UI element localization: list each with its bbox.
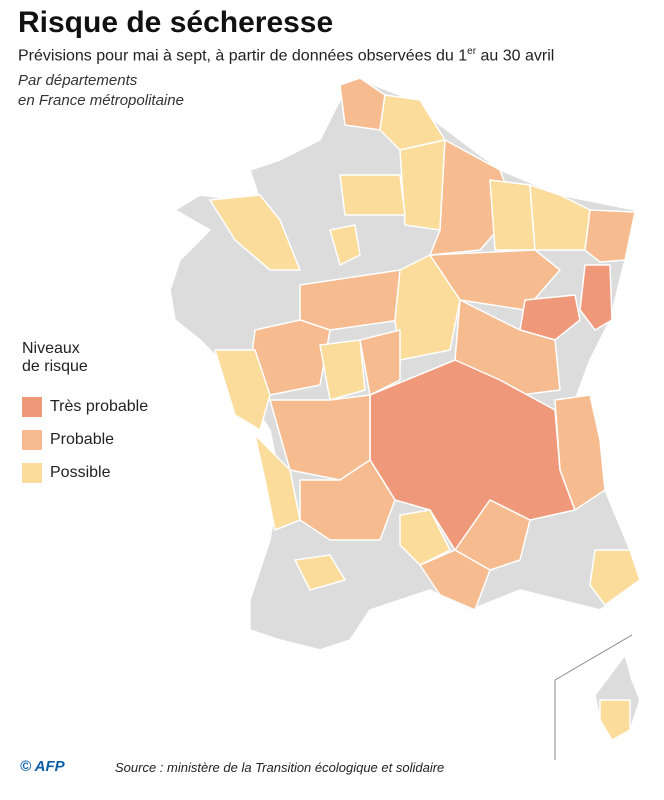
legend: Niveaux de risque Très probable Probable P… <box>22 340 148 489</box>
department <box>254 434 301 531</box>
department <box>529 184 591 251</box>
subtitle: Prévisions pour mai à sept, à partir de … <box>18 46 554 65</box>
title: Risque de sécheresse <box>18 6 334 39</box>
source: Source : ministère de la Transition écol… <box>115 760 445 775</box>
department <box>554 394 606 511</box>
subtitle-sup: er <box>467 46 477 57</box>
legend-swatch <box>22 462 42 483</box>
subtitle-text: au 30 avril <box>476 47 555 65</box>
note: en France métropolitaine <box>18 92 184 109</box>
department <box>399 139 446 231</box>
department <box>399 509 451 566</box>
departments <box>209 77 641 741</box>
department <box>584 209 636 263</box>
department <box>519 294 581 341</box>
department <box>319 339 366 401</box>
legend-label: Possible <box>50 463 111 481</box>
subtitle-text: Prévisions pour mai à sept, à partir de … <box>18 47 468 65</box>
department <box>589 549 641 606</box>
department <box>579 264 613 331</box>
legend-label: Probable <box>50 430 115 448</box>
department <box>359 329 401 396</box>
legend-title: Niveaux <box>22 340 80 357</box>
department <box>339 77 386 131</box>
department <box>489 179 536 251</box>
credit: © AFP <box>20 758 65 775</box>
legend-swatch <box>22 396 42 417</box>
department <box>209 194 301 271</box>
department <box>299 459 396 541</box>
legend-item: Probable <box>22 423 148 456</box>
department <box>214 349 271 431</box>
department <box>329 224 361 266</box>
department <box>394 254 461 361</box>
legend-title: de risque <box>22 358 88 375</box>
legend-swatch <box>22 429 42 450</box>
legend-item: Très probable <box>22 390 148 423</box>
department <box>294 554 346 591</box>
legend-item: Possible <box>22 456 148 489</box>
department <box>339 174 406 216</box>
inset-line <box>554 634 633 681</box>
legend-label: Très probable <box>50 397 149 415</box>
department <box>599 699 631 741</box>
department <box>419 549 491 611</box>
note: Par départements <box>18 72 138 89</box>
